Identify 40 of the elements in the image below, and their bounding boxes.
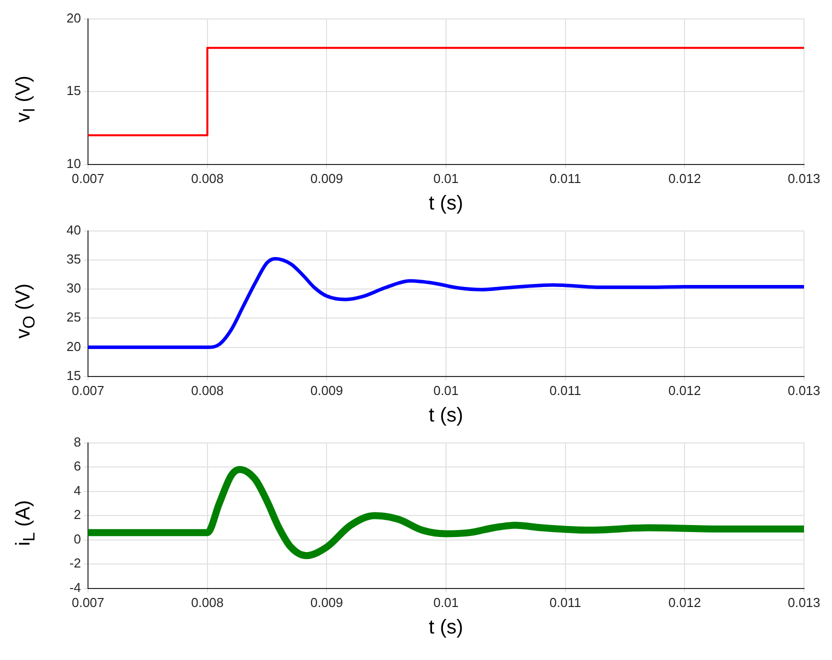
y-tick-label: 35 <box>66 252 81 266</box>
x-tick-label: 0.008 <box>191 594 224 610</box>
x-tick-label: 0.01 <box>433 382 459 398</box>
x-tick-label: 0.013 <box>788 382 820 398</box>
x-axis-title: t (s) <box>428 616 464 639</box>
x-axis-title: t (s) <box>428 192 464 215</box>
y-tick-label: 10 <box>66 156 81 171</box>
y-tick-label: 4 <box>74 482 81 498</box>
x-tick-label: 0.007 <box>72 382 104 398</box>
y-tick-label: -4 <box>69 580 81 595</box>
x-tick-label: 0.012 <box>668 594 701 610</box>
x-tick-label: 0.008 <box>191 170 224 186</box>
x-axis-title: t (s) <box>428 404 464 427</box>
y-tick-label: 30 <box>66 280 81 296</box>
x-tick-label: 0.011 <box>550 594 582 610</box>
x-tick-label: 0.008 <box>191 382 224 398</box>
y-tick-label: 6 <box>74 458 81 474</box>
x-tick-label: 0.009 <box>310 170 343 186</box>
x-tick-label: 0.007 <box>72 594 104 610</box>
x-tick-label: 0.013 <box>788 170 820 186</box>
x-tick-label: 0.011 <box>550 382 582 398</box>
x-tick-label: 0.012 <box>668 170 701 186</box>
x-tick-label: 0.007 <box>72 170 104 186</box>
x-tick-label: 0.011 <box>550 170 582 186</box>
y-tick-label: -2 <box>69 556 81 571</box>
y-tick-label: 2 <box>74 507 81 522</box>
x-tick-label: 0.01 <box>433 594 459 610</box>
y-tick-label: 15 <box>66 83 81 98</box>
y-tick-label: 15 <box>66 368 81 383</box>
y-tick-label: 20 <box>66 338 81 354</box>
x-tick-label: 0.009 <box>310 594 343 610</box>
y-tick-label: 40 <box>66 222 81 238</box>
y-tick-label: 0 <box>74 531 81 546</box>
x-tick-label: 0.009 <box>310 382 343 398</box>
x-tick-label: 0.012 <box>668 382 701 398</box>
x-tick-label: 0.013 <box>788 594 820 610</box>
y-tick-label: 8 <box>74 434 81 450</box>
y-tick-label: 20 <box>66 10 81 26</box>
y-tick-label: 25 <box>66 310 81 325</box>
x-tick-label: 0.01 <box>433 170 459 186</box>
